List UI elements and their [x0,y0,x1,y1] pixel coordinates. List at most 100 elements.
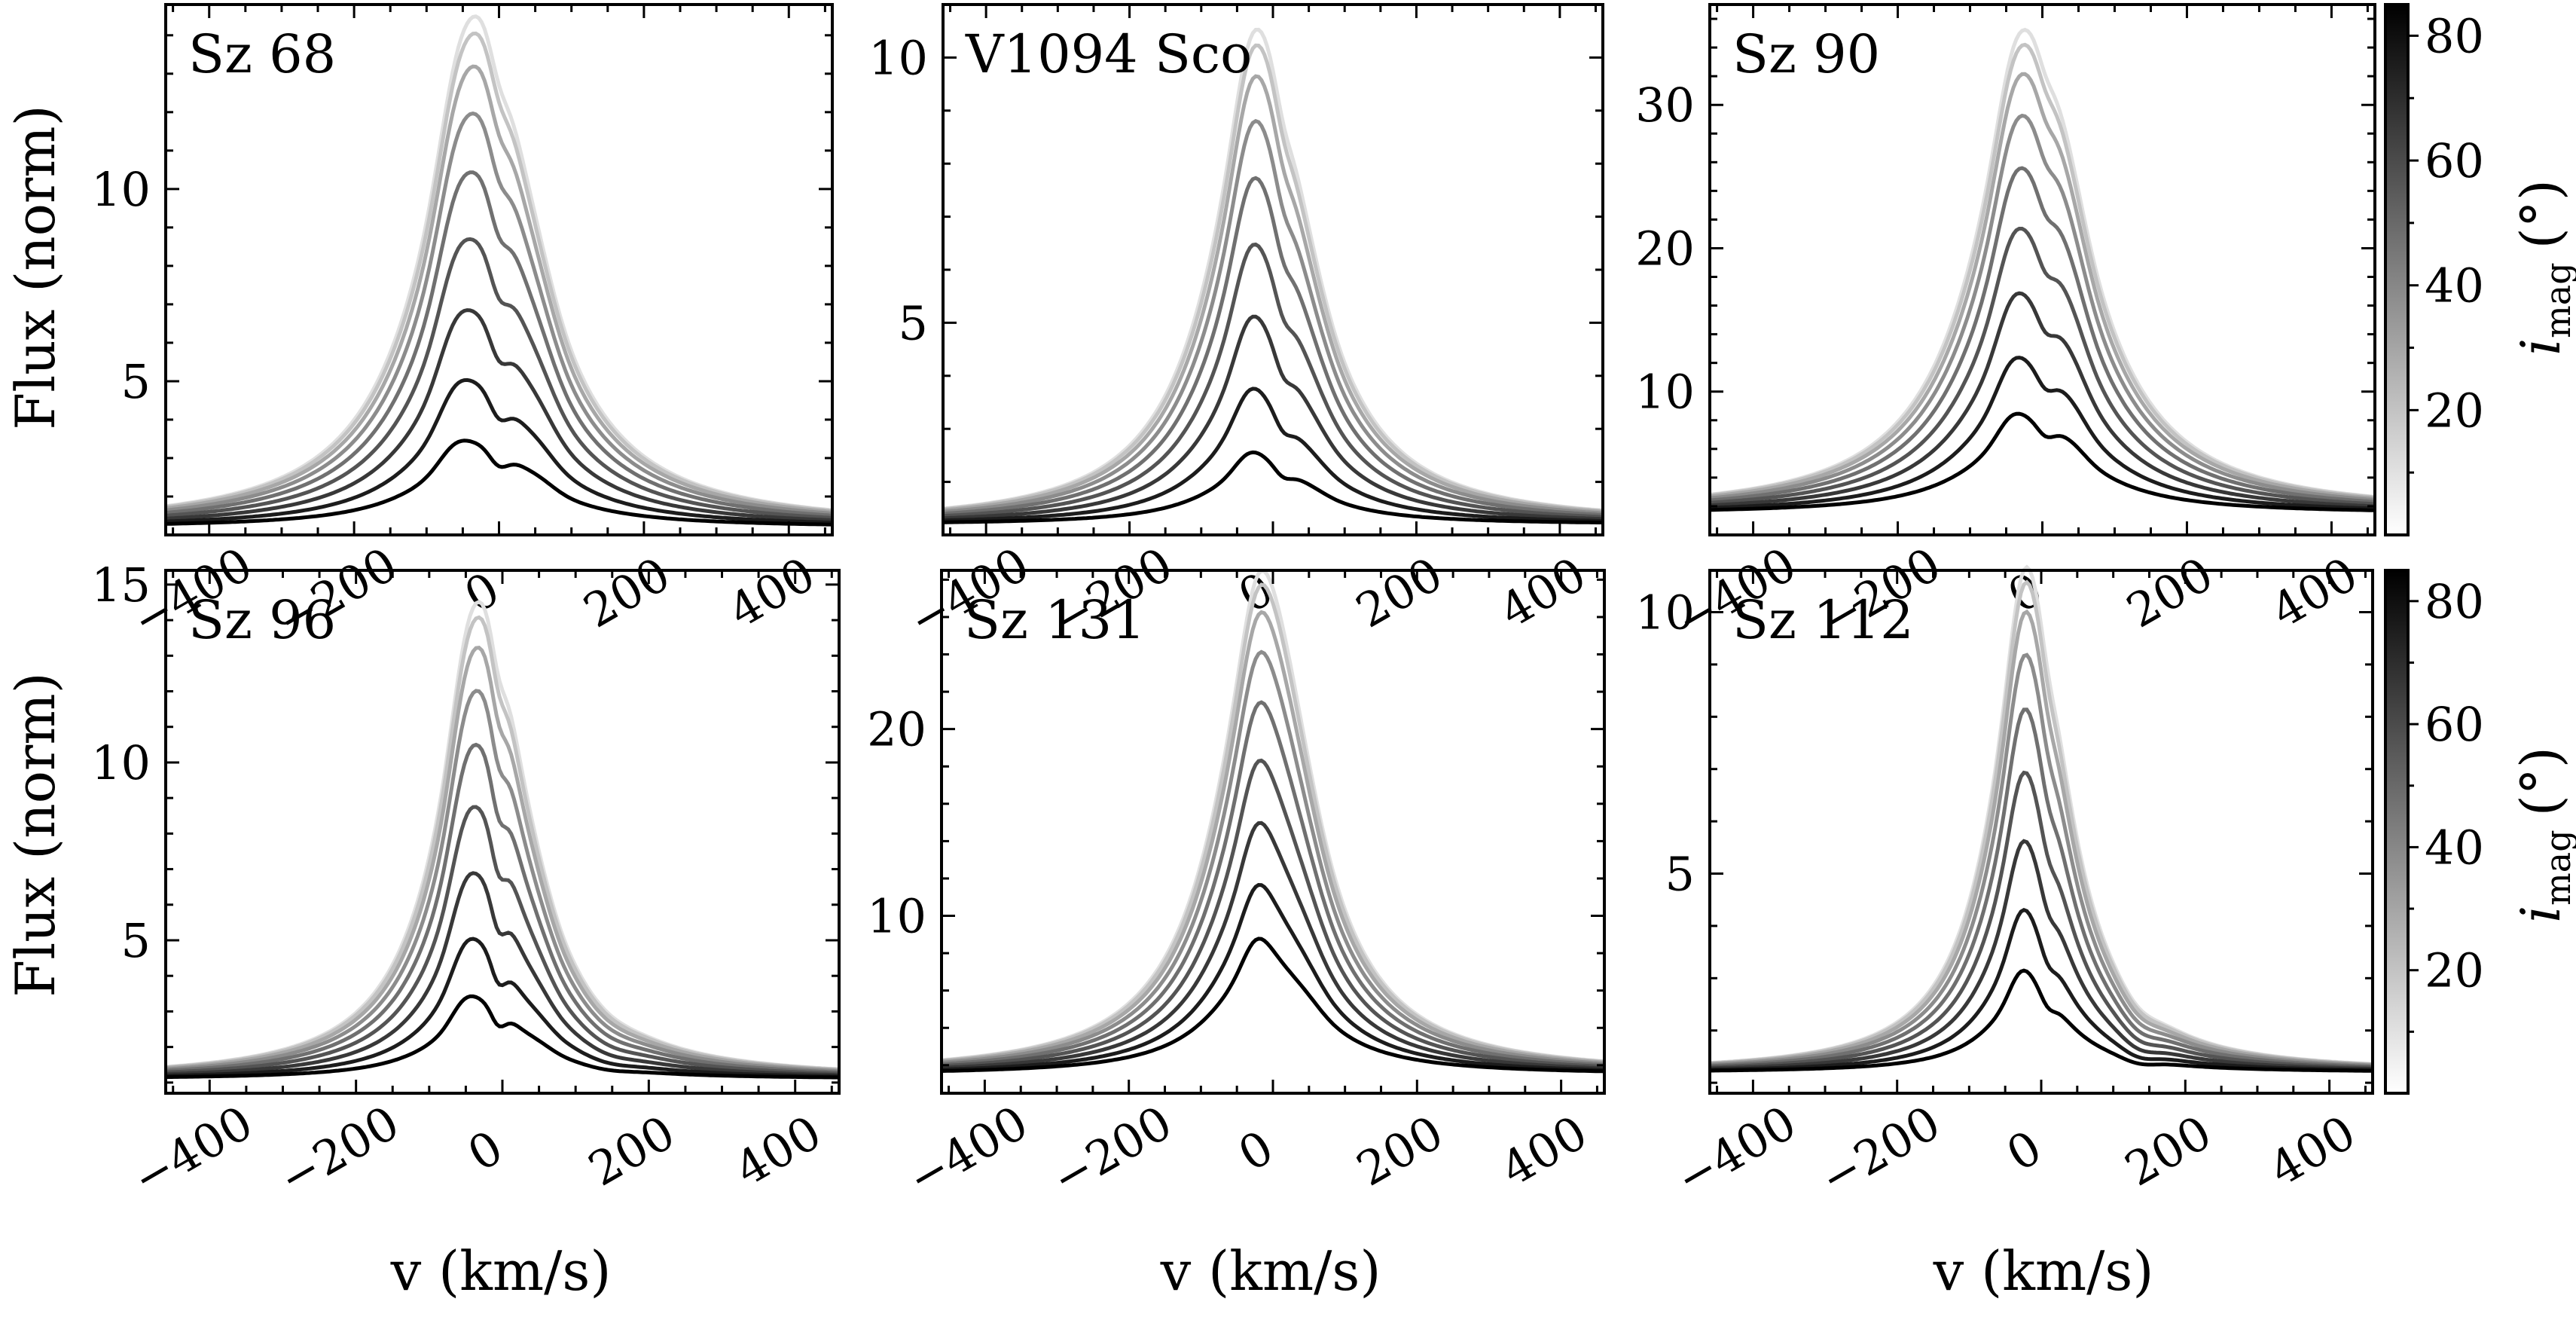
x-tick-label: 200 [2117,546,2222,638]
series-line-inc-85 [166,438,833,527]
x-tick-label: 200 [575,546,679,638]
colorbar-tick-label: 60 [2425,133,2484,188]
series-line-inc-15 [941,582,1605,1064]
colorbar-tick-label: 60 [2425,697,2484,752]
series-line-inc-75 [165,937,839,1078]
axes-frame [1708,569,2374,1095]
colorbar-tick-label: 20 [2425,383,2484,438]
series-line-inc-55 [1709,227,2376,506]
series-line-inc-15 [942,43,1604,513]
series-line-inc-65 [942,314,1604,521]
panel-title: Sz 68 [188,23,336,85]
x-tick-label: 200 [579,1105,684,1196]
series-line-inc-15 [165,31,833,513]
y-tick-label: 20 [1635,221,1695,276]
y-tick-label: 5 [899,295,928,350]
axes-frame [942,3,1604,536]
colorbar-label-main: i [2509,906,2572,923]
series-line-inc-85 [943,450,1603,524]
x-tick-label: 400 [2260,1105,2364,1196]
colorbar-tick-label: 80 [2425,574,2484,629]
colorbar-tick-label: 20 [2425,943,2484,998]
x-axis-label-left: v (km/s) [390,1239,612,1303]
series-line-inc-55 [942,242,1604,519]
x-axis-label-right: v (km/s) [1933,1239,2154,1303]
series-line-inc-45 [165,742,840,1074]
panel-sz112: −400 −200 0 200 400 5 10 Sz 112 [1635,564,2374,1207]
series-line-inc-75 [1709,356,2376,511]
series-line-inc-25 [942,74,1604,514]
series-line-inc-15 [1709,42,2376,500]
series-line-inc-65 [165,308,833,522]
y-tick-label: 10 [91,162,151,217]
axes-frame [940,569,1606,1095]
series-line-inc-5 [942,27,1604,512]
series-line-inc-35 [165,112,833,515]
series-line-inc-85 [1709,411,2376,512]
x-tick-label: 400 [2262,546,2367,638]
series-line-inc-55 [1709,770,2373,1070]
colorbar-tick-label: 40 [2425,820,2484,875]
series-line-inc-85 [1710,968,2373,1073]
series-line-inc-65 [1709,291,2376,509]
colorbar-top: 20 40 60 80 imag (°) [2384,3,2576,536]
panel-title: Sz 96 [188,589,336,651]
y-tick-label: 15 [91,558,151,613]
series-line-inc-75 [165,377,833,525]
y-tick-label: 10 [868,30,928,85]
series-line-inc-35 [941,649,1605,1066]
colorbar-tick-label: 80 [2425,8,2484,63]
y-tick-label: 10 [1635,365,1695,420]
x-tick-label: −200 [1811,1095,1949,1206]
panel-sz131: −400 −200 0 200 400 10 20 Sz 131 [867,568,1606,1207]
y-tick-label: 5 [1665,847,1695,902]
line-group [165,14,833,527]
series-line-inc-25 [1709,72,2376,500]
x-tick-label: 400 [1491,1105,1596,1196]
x-tick-label: 0 [1998,1120,2051,1182]
y-tick-label: 10 [91,735,151,790]
y-tick-label: 5 [121,913,151,968]
y-axis-label-top: Flux (norm) [4,105,67,429]
series-line-inc-85 [166,994,839,1080]
x-tick-label: 0 [459,1120,512,1182]
x-tick-label: −400 [899,1095,1037,1206]
series-line-inc-75 [1709,907,2373,1072]
colorbar-label-sub: mag [2538,830,2576,906]
line-group [1709,564,2373,1073]
line-group [942,27,1604,524]
panel-title: Sz 90 [1732,23,1880,85]
x-tick-label: 200 [1347,546,1451,638]
y-tick-label: 30 [1635,78,1695,133]
panel-title: Sz 112 [1732,589,1914,651]
axes-frame [164,569,841,1095]
y-tick-label: 10 [867,889,926,944]
y-tick-label: 5 [121,354,151,409]
colorbar-ticks: 20 40 60 80 [2408,574,2484,1033]
x-tick-label: 400 [1491,546,1595,638]
x-axis-label-middle: v (km/s) [1160,1239,1381,1303]
line-group [1709,27,2376,512]
x-tick-label: 0 [1229,1120,1283,1182]
colorbar-label: imag (°) [2509,747,2576,923]
series-line-inc-35 [165,689,840,1074]
series-line-inc-45 [1709,166,2376,504]
x-tick-label: 200 [1348,1105,1452,1196]
panel-title: Sz 131 [964,589,1146,651]
series-line-inc-45 [941,700,1605,1068]
series-line-inc-55 [165,237,833,520]
panel-title: V1094 Sco [965,23,1252,85]
y-tick-label: 10 [1635,585,1695,640]
series-line-inc-75 [942,387,1603,523]
line-group [165,599,840,1080]
series-line-inc-45 [165,170,833,518]
colorbar-label-unit: (°) [2509,179,2572,249]
series-line-inc-25 [941,610,1605,1065]
series-line-inc-45 [942,176,1604,517]
series-line-inc-25 [165,64,833,514]
